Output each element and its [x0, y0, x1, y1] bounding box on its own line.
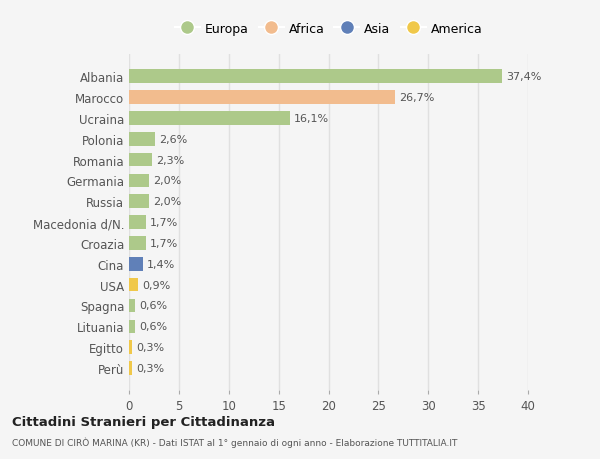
Bar: [129, 341, 132, 354]
Text: 1,7%: 1,7%: [150, 218, 178, 228]
Text: Cittadini Stranieri per Cittadinanza: Cittadini Stranieri per Cittadinanza: [12, 415, 275, 428]
Bar: [129, 174, 149, 188]
Text: 1,7%: 1,7%: [150, 238, 178, 248]
Text: 26,7%: 26,7%: [400, 93, 434, 103]
Bar: [129, 112, 290, 125]
Text: 0,9%: 0,9%: [142, 280, 170, 290]
Bar: [129, 195, 149, 208]
Text: COMUNE DI CIRÒ MARINA (KR) - Dati ISTAT al 1° gennaio di ogni anno - Elaborazion: COMUNE DI CIRÒ MARINA (KR) - Dati ISTAT …: [12, 437, 457, 448]
Bar: [129, 153, 152, 167]
Text: 0,6%: 0,6%: [139, 322, 167, 331]
Bar: [129, 299, 135, 313]
Text: 16,1%: 16,1%: [293, 114, 329, 123]
Bar: [129, 320, 135, 333]
Bar: [129, 70, 502, 84]
Legend: Europa, Africa, Asia, America: Europa, Africa, Asia, America: [170, 18, 487, 41]
Text: 2,6%: 2,6%: [159, 134, 187, 145]
Bar: [129, 361, 132, 375]
Bar: [129, 257, 143, 271]
Bar: [129, 216, 146, 230]
Bar: [129, 237, 146, 250]
Text: 37,4%: 37,4%: [506, 72, 541, 82]
Text: 2,0%: 2,0%: [153, 176, 181, 186]
Text: 2,0%: 2,0%: [153, 197, 181, 207]
Text: 0,3%: 0,3%: [136, 342, 164, 353]
Text: 2,3%: 2,3%: [156, 155, 184, 165]
Text: 0,3%: 0,3%: [136, 363, 164, 373]
Bar: [129, 91, 395, 105]
Bar: [129, 133, 155, 146]
Text: 1,4%: 1,4%: [147, 259, 175, 269]
Bar: [129, 278, 138, 292]
Text: 0,6%: 0,6%: [139, 301, 167, 311]
